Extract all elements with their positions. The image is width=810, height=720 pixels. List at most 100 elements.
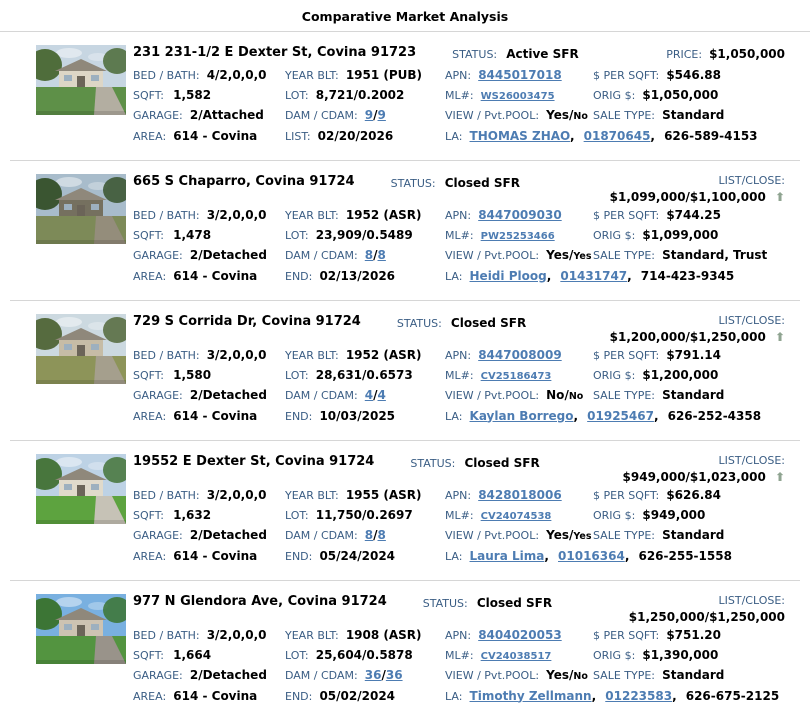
listing-agent-cell: LA: Kaylan Borrego, 01925467, 626-252-43… — [445, 406, 785, 426]
view-pool-label: VIEW / Pvt.POOL: — [445, 249, 540, 262]
sqft-cell: SQFT: 1,582 — [133, 85, 285, 106]
lot-cell: LOT: 28,631/0.6573 — [285, 365, 445, 386]
garage-cell: GARAGE: 2/Detached — [133, 525, 285, 546]
dam-link[interactable]: 8 — [364, 528, 374, 542]
listing-agent-license-link[interactable]: 01870645 — [583, 128, 651, 143]
ml-number-cell: ML#: PW25253466 — [445, 225, 593, 246]
property-address[interactable]: 977 N Glendora Ave, Covina 91724 — [133, 594, 387, 609]
dam-link[interactable]: 4 — [364, 388, 374, 402]
sale-type-value: Standard — [662, 388, 725, 402]
price-value: $949,000/$1,023,000 — [622, 469, 766, 484]
listing-agent-label: LA: — [445, 409, 463, 423]
bed-bath-cell: BED / BATH: 3/2,0,0,0 — [133, 485, 285, 505]
dam-cdam-cell: DAM / CDAM: 36/36 — [285, 665, 445, 686]
area-label: AREA: — [133, 409, 167, 423]
apn-label: APN: — [445, 629, 472, 642]
price-block: PRICE: $1,050,000 ⬆ — [666, 45, 785, 63]
price-label: LIST/CLOSE: — [718, 454, 786, 467]
property-photo[interactable] — [36, 314, 126, 384]
status-value: Closed SFR — [464, 456, 540, 470]
per-sqft-cell: $ PER SQFT: $626.84 — [593, 485, 785, 505]
listing-agent-name-link[interactable]: THOMAS ZHAO — [469, 128, 570, 143]
apn-link[interactable]: 8428018006 — [478, 488, 562, 502]
cdam-link[interactable]: 8 — [377, 528, 386, 542]
dam-cdam-slash: / — [381, 668, 386, 682]
view-pool-slash: / — [569, 248, 574, 262]
orig-price-value: $949,000 — [642, 507, 706, 522]
ml-number-label: ML#: — [445, 228, 474, 242]
per-sqft-label: $ PER SQFT: — [593, 629, 660, 642]
listings-container: 231 231-1/2 E Dexter St, Covina 91723 ST… — [10, 32, 800, 720]
listing-agent-license-link[interactable]: 01016364 — [558, 548, 625, 563]
price-line: $1,250,000/$1,250,000 ⬆ — [629, 609, 785, 625]
property-address[interactable]: 665 S Chaparro, Covina 91724 — [133, 174, 355, 189]
listing-agent-name-link[interactable]: Laura Lima — [469, 548, 545, 563]
property-photo[interactable] — [36, 45, 126, 115]
bed-bath-label: BED / BATH: — [133, 349, 200, 362]
orig-price-value: $1,390,000 — [642, 647, 719, 662]
apn-link[interactable]: 8404020053 — [478, 628, 562, 642]
price-value: $1,250,000/$1,250,000 — [628, 609, 785, 624]
per-sqft-value: $791.14 — [666, 348, 721, 362]
lot-value: 11,750/0.2697 — [315, 507, 413, 522]
status-label: STATUS: — [396, 317, 442, 330]
listing-detail-grid: BED / BATH: 3/2,0,0,0 YEAR BLT: 1952 (AS… — [133, 345, 785, 425]
property-photo[interactable] — [36, 594, 126, 664]
price-line: $1,050,000 ⬆ — [709, 45, 785, 62]
ml-number-link[interactable]: CV24038517 — [480, 650, 552, 662]
status-value: Closed SFR — [444, 176, 520, 190]
ml-number-link[interactable]: WS26003475 — [480, 90, 555, 102]
listing-agent-license-link[interactable]: 01223583 — [605, 688, 673, 703]
pool-value: Yes — [573, 531, 592, 542]
listing-row: 665 S Chaparro, Covina 91724 STATUS: Clo… — [10, 161, 800, 301]
listing-detail-grid: BED / BATH: 3/2,0,0,0 YEAR BLT: 1952 (AS… — [133, 205, 785, 285]
dam-cdam-slash: / — [373, 108, 378, 122]
cdam-link[interactable]: 4 — [377, 388, 386, 402]
sale-type-cell: SALE TYPE: Standard — [593, 105, 785, 126]
apn-link[interactable]: 8447008009 — [478, 348, 562, 362]
year-built-value: 1908 (ASR) — [345, 628, 422, 642]
ml-number-link[interactable]: PW25253466 — [480, 230, 555, 242]
garage-value: 2/Detached — [189, 528, 267, 542]
dam-link[interactable]: 9 — [364, 108, 374, 122]
listing-agent-name-link[interactable]: Kaylan Borrego — [469, 408, 574, 423]
listing-agent-cell: LA: Heidi Ploog, 01431747, 714-423-9345 — [445, 266, 785, 286]
property-address[interactable]: 729 S Corrida Dr, Covina 91724 — [133, 314, 361, 329]
property-address[interactable]: 231 231-1/2 E Dexter St, Covina 91723 — [133, 45, 417, 60]
cdam-link[interactable]: 9 — [377, 108, 386, 122]
house-photo-illustration — [36, 454, 126, 524]
price-block: LIST/CLOSE: $1,099,000/$1,100,000 ⬆ — [610, 174, 785, 204]
ml-number-link[interactable]: CV25186473 — [480, 370, 552, 382]
date-value: 05/02/2024 — [319, 688, 396, 703]
listing-agent-name-link[interactable]: Timothy Zellmann — [469, 688, 592, 703]
status-value: Closed SFR — [450, 316, 527, 330]
dam-link[interactable]: 36 — [364, 668, 382, 682]
listing-header: 665 S Chaparro, Covina 91724 STATUS: Clo… — [133, 174, 785, 205]
la-comma-1: , — [569, 128, 575, 143]
listing-agent-license-link[interactable]: 01431747 — [560, 268, 628, 283]
sale-type-value: Standard, Trust — [662, 248, 768, 262]
apn-cell: APN: 8447009030 — [445, 205, 593, 225]
apn-link[interactable]: 8447009030 — [478, 208, 562, 222]
orig-price-label: ORIG $: — [593, 368, 636, 382]
property-photo[interactable] — [36, 454, 126, 524]
apn-link[interactable]: 8445017018 — [478, 68, 562, 82]
lot-label: LOT: — [285, 508, 309, 522]
view-pool-slash: / — [564, 388, 569, 402]
ml-number-link[interactable]: CV24074538 — [480, 510, 552, 522]
price-line: $1,099,000/$1,100,000 ⬆ — [610, 189, 785, 205]
view-pool-label: VIEW / Pvt.POOL: — [445, 669, 540, 682]
listing-agent-license-link[interactable]: 01925467 — [587, 408, 654, 423]
price-up-arrow: ⬆ — [774, 469, 785, 484]
cdam-link[interactable]: 36 — [385, 668, 403, 682]
house-photo-illustration — [36, 174, 126, 244]
orig-price-value: $1,099,000 — [642, 227, 719, 242]
property-address[interactable]: 19552 E Dexter St, Covina 91724 — [133, 454, 375, 469]
orig-price-cell: ORIG $: $1,099,000 — [593, 225, 785, 246]
property-photo[interactable] — [36, 174, 126, 244]
listing-agent-label: LA: — [445, 549, 463, 563]
cdam-link[interactable]: 8 — [377, 248, 386, 262]
listing-agent-label: LA: — [445, 269, 463, 283]
dam-link[interactable]: 8 — [364, 248, 374, 262]
listing-agent-name-link[interactable]: Heidi Ploog — [469, 268, 547, 283]
